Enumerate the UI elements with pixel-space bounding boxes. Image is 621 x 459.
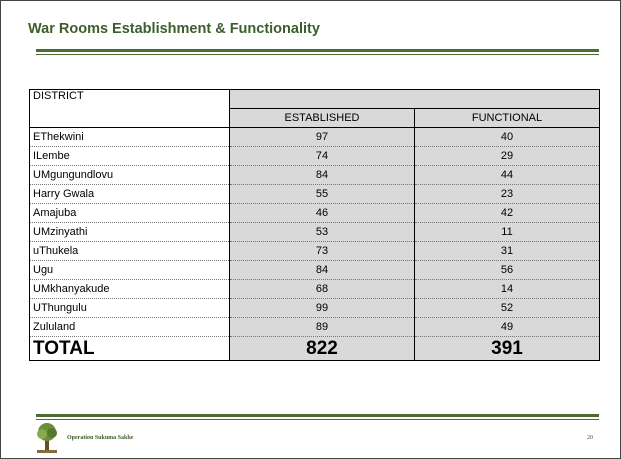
count-cell: 49 — [414, 317, 600, 337]
count-cell: 44 — [414, 165, 600, 185]
count-cell: 74 — [229, 146, 415, 166]
header-row: DISTRICT — [29, 89, 600, 128]
header-cell: ESTABLISHED — [229, 108, 415, 128]
data-row: EThekwini 97 40 — [29, 127, 600, 147]
title-rule — [36, 54, 599, 55]
district-cell: TOTAL — [29, 336, 230, 361]
data-row: UMkhanyakude 68 14 — [29, 279, 600, 299]
district-cell: UMzinyathi — [29, 222, 230, 242]
data-row: Ugu 84 56 — [29, 260, 600, 280]
count-cell: 42 — [414, 203, 600, 223]
total-row: TOTAL 822 391 — [29, 336, 600, 361]
district-cell: EThekwini — [29, 127, 230, 147]
count-cell: 40 — [414, 127, 600, 147]
count-cell: 53 — [229, 222, 415, 242]
district-cell: UThungulu — [29, 298, 230, 318]
district-cell: Amajuba — [29, 203, 230, 223]
footer-text: Operation Sukuma Sakhe — [67, 435, 134, 441]
count-cell: 97 — [229, 127, 415, 147]
count-cell: 56 — [414, 260, 600, 280]
count-cell: 391 — [414, 336, 600, 361]
data-row: uThukela 73 31 — [29, 241, 600, 261]
header-row: ESTABLISHED FUNCTIONAL — [30, 108, 600, 128]
slide-title: War Rooms Establishment & Functionality — [28, 21, 320, 37]
count-cell: 89 — [229, 317, 415, 337]
count-cell: 73 — [229, 241, 415, 261]
district-cell: Ugu — [29, 260, 230, 280]
count-cell: 68 — [229, 279, 415, 299]
district-cell: Harry Gwala — [29, 184, 230, 204]
data-row: ILembe 74 29 — [29, 146, 600, 166]
count-cell: 14 — [414, 279, 600, 299]
page-number: 20 — [587, 435, 593, 441]
district-cell: ILembe — [29, 146, 230, 166]
data-row: UMzinyathi 53 11 — [29, 222, 600, 242]
data-row: UThungulu 99 52 — [29, 298, 600, 318]
district-cell: uThukela — [29, 241, 230, 261]
logo — [37, 423, 57, 453]
count-cell: 23 — [414, 184, 600, 204]
data-row: Zululand 89 49 — [29, 317, 600, 337]
district-cell: UMgungundlovu — [29, 165, 230, 185]
count-cell: 55 — [229, 184, 415, 204]
footer-rule — [36, 414, 599, 417]
count-cell: 84 — [229, 260, 415, 280]
count-cell: 84 — [229, 165, 415, 185]
header-cell: DISTRICT — [29, 89, 230, 128]
data-row: UMgungundlovu 84 44 — [29, 165, 600, 185]
footer-rule — [36, 419, 599, 420]
data-row: Harry Gwala 55 23 — [29, 184, 600, 204]
count-cell: 46 — [229, 203, 415, 223]
count-cell: 822 — [229, 336, 415, 361]
district-table: DISTRICT ESTABLISHED FUNCTIONAL EThekwin… — [29, 89, 600, 361]
data-row: Amajuba 46 42 — [29, 203, 600, 223]
district-cell: Zululand — [29, 317, 230, 337]
count-cell: 99 — [229, 298, 415, 318]
count-cell: 31 — [414, 241, 600, 261]
count-cell: 11 — [414, 222, 600, 242]
title-rule — [36, 49, 599, 52]
count-cell: 29 — [414, 146, 600, 166]
district-cell: UMkhanyakude — [29, 279, 230, 299]
header-cell: FUNCTIONAL — [414, 108, 600, 128]
header-blank — [229, 89, 600, 109]
count-cell: 52 — [414, 298, 600, 318]
